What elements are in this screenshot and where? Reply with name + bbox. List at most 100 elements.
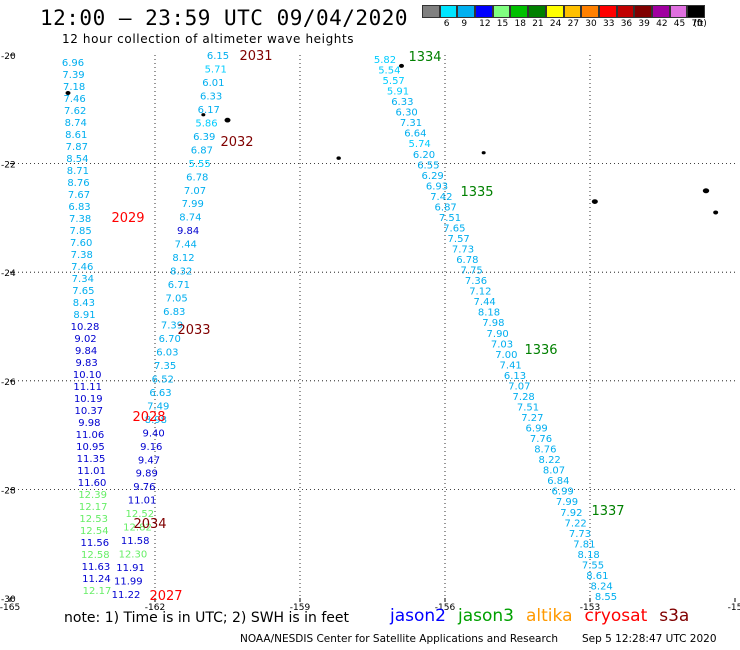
x-tick-label: -153 — [580, 603, 600, 613]
wave-height-value: 7.51 — [517, 402, 539, 413]
wave-height-value: 11.01 — [128, 496, 157, 507]
wave-height-value: 7.28 — [513, 392, 535, 403]
wave-height-value: 7.65 — [443, 223, 465, 234]
wave-height-value: 8.18 — [578, 550, 600, 561]
satellite-jason3: jason3 — [458, 606, 514, 626]
wave-height-value: 6.33 — [391, 97, 413, 108]
wave-height-value: 9.02 — [74, 334, 96, 345]
wave-height-value: 7.36 — [465, 276, 487, 287]
wave-height-value: 9.84 — [75, 346, 97, 357]
x-tick-label: -15 — [728, 603, 740, 613]
wave-height-value: 7.92 — [560, 508, 582, 519]
wave-height-value: 6.87 — [191, 145, 213, 156]
pass-number-label: 2033 — [177, 323, 210, 338]
wave-height-value: 8.22 — [539, 455, 561, 466]
wave-height-value: 12.52 — [125, 509, 154, 520]
wave-height-value: 7.90 — [487, 329, 509, 340]
legend-labels: 6 9 12 15 18 21 24 27 30 33 36 39 42 45 70 (ft) — [422, 18, 707, 30]
wave-height-value: 7.62 — [64, 106, 86, 117]
wave-height-value: 6.78 — [186, 172, 208, 183]
wave-height-value: 5.57 — [383, 76, 405, 87]
legend-label: 70 — [691, 19, 703, 29]
legend-label: 15 — [496, 19, 509, 29]
satellite-s3a: s3a — [659, 606, 690, 626]
page-title: 12:00 – 23:59 UTC 09/04/2020 — [40, 6, 409, 30]
footer-note: note: 1) Time is in UTC; 2) SWH is in fe… — [64, 610, 350, 626]
wave-height-value: 8.76 — [534, 445, 556, 456]
wave-height-value: 12.53 — [79, 514, 108, 525]
legend-swatch — [669, 5, 688, 18]
wave-height-value: 8.74 — [65, 118, 87, 129]
wave-height-value: 7.65 — [72, 286, 94, 297]
wave-height-value: 7.00 — [495, 350, 517, 361]
wave-height-value: 12.17 — [79, 502, 108, 513]
wave-height-value: 7.22 — [565, 518, 587, 529]
wave-height-value: 7.67 — [68, 190, 90, 201]
pass-number-label: 2031 — [239, 49, 272, 64]
wave-height-value: 8.12 — [172, 253, 194, 264]
wave-height-value: 8.55 — [595, 592, 617, 603]
wave-height-value: 12.58 — [81, 550, 110, 561]
wave-height-value: 7.87 — [66, 142, 88, 153]
satellite-altika: altika — [526, 606, 573, 626]
island-marker — [336, 156, 341, 160]
wave-height-value: 7.07 — [508, 381, 530, 392]
legend-swatch — [616, 5, 635, 18]
wave-height-value: 8.61 — [586, 571, 608, 582]
wave-height-value: 10.28 — [71, 322, 100, 333]
pass-number-label: 1335 — [460, 185, 493, 200]
wave-height-value: 6.01 — [202, 78, 224, 89]
wave-height-value: 6.70 — [159, 334, 181, 345]
wave-height-value: 6.03 — [156, 347, 178, 358]
legend-label: 33 — [603, 19, 615, 29]
legend-swatches — [422, 5, 705, 18]
legend-label: 36 — [620, 19, 633, 29]
wave-height-value: 5.54 — [378, 66, 400, 77]
wave-height-value: 11.35 — [77, 454, 106, 465]
wave-height-value: 11.11 — [73, 382, 102, 393]
wave-height-value: 9.98 — [78, 418, 100, 429]
legend-swatch — [563, 5, 582, 18]
legend-label: 39 — [638, 19, 650, 29]
wave-height-value: 7.03 — [491, 339, 513, 350]
legend-swatch — [651, 5, 670, 18]
wave-height-value: 6.84 — [547, 476, 569, 487]
wave-height-value: 8.24 — [591, 581, 613, 592]
wave-height-value: 7.51 — [439, 213, 461, 224]
wave-height-value: 11.56 — [80, 538, 109, 549]
wave-height-value: 8.18 — [478, 308, 500, 319]
wave-height-value: 5.86 — [195, 118, 217, 129]
island-marker — [65, 91, 71, 96]
wave-height-value: 11.24 — [82, 574, 111, 585]
wave-height-value: 7.46 — [64, 94, 86, 105]
page-subtitle: 12 hour collection of altimeter wave hei… — [62, 32, 355, 46]
wave-height-value: 6.17 — [198, 105, 220, 116]
y-tick-label: -28 — [1, 486, 16, 496]
legend-label: 6 — [443, 19, 450, 29]
pass-number-label: 2034 — [133, 517, 166, 532]
satellite-jason2: jason2 — [390, 606, 446, 626]
wave-height-value: 11.06 — [76, 430, 105, 441]
legend-swatch — [492, 5, 511, 18]
wave-height-value: 7.49 — [147, 401, 169, 412]
wave-height-value: 6.99 — [526, 424, 548, 435]
wave-height-value: 7.41 — [500, 360, 522, 371]
wave-height-value: 9.16 — [140, 442, 162, 453]
pass-number-label: 1336 — [524, 343, 557, 358]
wave-height-value: 7.34 — [72, 274, 94, 285]
island-marker — [702, 188, 710, 194]
wave-height-value: 8.71 — [67, 166, 89, 177]
wave-height-value: 5.55 — [188, 159, 210, 170]
wave-height-value: 11.22 — [112, 590, 141, 601]
legend-label: 27 — [567, 19, 580, 29]
satellite-cryosat: cryosat — [584, 606, 648, 626]
wave-height-value: 7.44 — [175, 240, 197, 251]
pass-number-label: 2029 — [111, 211, 144, 226]
wave-height-value: 7.18 — [63, 82, 85, 93]
wave-height-value: 6.15 — [207, 51, 229, 62]
y-tick-label: -24 — [1, 269, 16, 279]
wave-height-value: 6.83 — [163, 307, 185, 318]
pass-number-label: 2032 — [220, 135, 253, 150]
wave-height-value: 6.71 — [168, 280, 190, 291]
legend-swatch — [510, 5, 529, 18]
